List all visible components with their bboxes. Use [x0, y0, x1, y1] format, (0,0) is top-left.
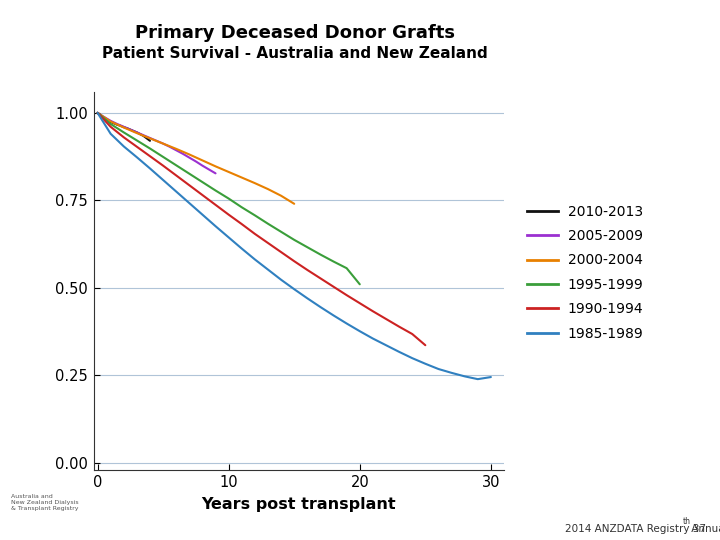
Text: Patient Survival - Australia and New Zealand: Patient Survival - Australia and New Zea…	[102, 46, 488, 61]
Legend: 2010-2013, 2005-2009, 2000-2004, 1995-1999, 1990-1994, 1985-1989: 2010-2013, 2005-2009, 2000-2004, 1995-19…	[527, 205, 644, 341]
Text: th: th	[683, 517, 690, 526]
Text: Primary Deceased Donor Grafts: Primary Deceased Donor Grafts	[135, 24, 455, 42]
Text: Annual Report: Annual Report	[688, 523, 720, 534]
Text: 2014 ANZDATA Registry 37: 2014 ANZDATA Registry 37	[564, 523, 706, 534]
Text: Australia and
New Zealand Dialysis
& Transplant Registry: Australia and New Zealand Dialysis & Tra…	[11, 494, 78, 511]
X-axis label: Years post transplant: Years post transplant	[202, 497, 396, 512]
